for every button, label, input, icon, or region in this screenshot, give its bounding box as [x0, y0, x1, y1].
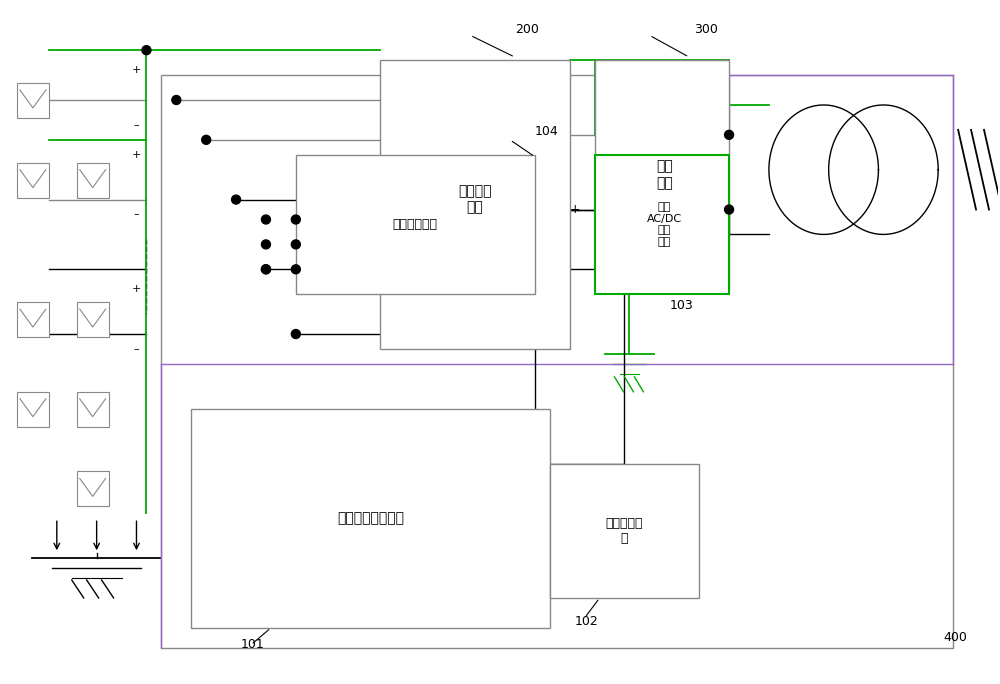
Text: +: +	[132, 150, 141, 160]
Bar	[77, 163, 109, 198]
Circle shape	[261, 265, 270, 274]
Text: 300: 300	[694, 23, 718, 36]
Text: 400: 400	[943, 631, 967, 644]
Bar	[17, 302, 49, 337]
Bar	[191, 409, 550, 628]
Circle shape	[172, 96, 181, 105]
Bar	[77, 471, 109, 506]
Text: –: –	[572, 263, 578, 276]
Bar	[17, 163, 49, 198]
Circle shape	[725, 205, 734, 214]
Bar	[296, 155, 535, 294]
Bar	[161, 75, 953, 648]
Circle shape	[291, 265, 300, 274]
Circle shape	[261, 215, 270, 224]
Bar	[77, 392, 109, 427]
Bar	[595, 155, 729, 294]
Text: 200: 200	[515, 23, 539, 36]
Circle shape	[261, 265, 270, 274]
Text: –: –	[134, 344, 139, 354]
Text: 处理控制单
元: 处理控制单 元	[606, 517, 643, 545]
Text: 103: 103	[669, 299, 693, 312]
Bar	[380, 60, 570, 349]
Circle shape	[291, 215, 300, 224]
Text: –: –	[134, 209, 139, 220]
Circle shape	[142, 46, 151, 55]
Text: 功率变换
单元: 功率变换 单元	[458, 185, 492, 215]
Text: 104: 104	[535, 125, 559, 138]
Text: –: –	[134, 120, 139, 130]
Bar	[17, 83, 49, 118]
Circle shape	[261, 240, 270, 249]
Bar	[17, 392, 49, 427]
Text: +: +	[132, 285, 141, 294]
Circle shape	[291, 240, 300, 249]
Circle shape	[202, 135, 211, 144]
Bar	[595, 60, 729, 289]
Text: +: +	[132, 65, 141, 75]
Text: 滤波
单元: 滤波 单元	[656, 159, 673, 189]
Text: 101: 101	[241, 637, 265, 650]
Circle shape	[725, 131, 734, 140]
Text: 隔离
AC/DC
变换
单元: 隔离 AC/DC 变换 单元	[647, 202, 682, 247]
Bar	[77, 302, 109, 337]
Text: 投切防护单元: 投切防护单元	[393, 218, 438, 231]
Circle shape	[232, 195, 241, 204]
Text: 102: 102	[575, 615, 598, 628]
Text: 直流电压采样单元: 直流电压采样单元	[337, 511, 404, 525]
Circle shape	[291, 330, 300, 339]
Text: +: +	[569, 203, 580, 216]
Bar	[550, 464, 699, 598]
